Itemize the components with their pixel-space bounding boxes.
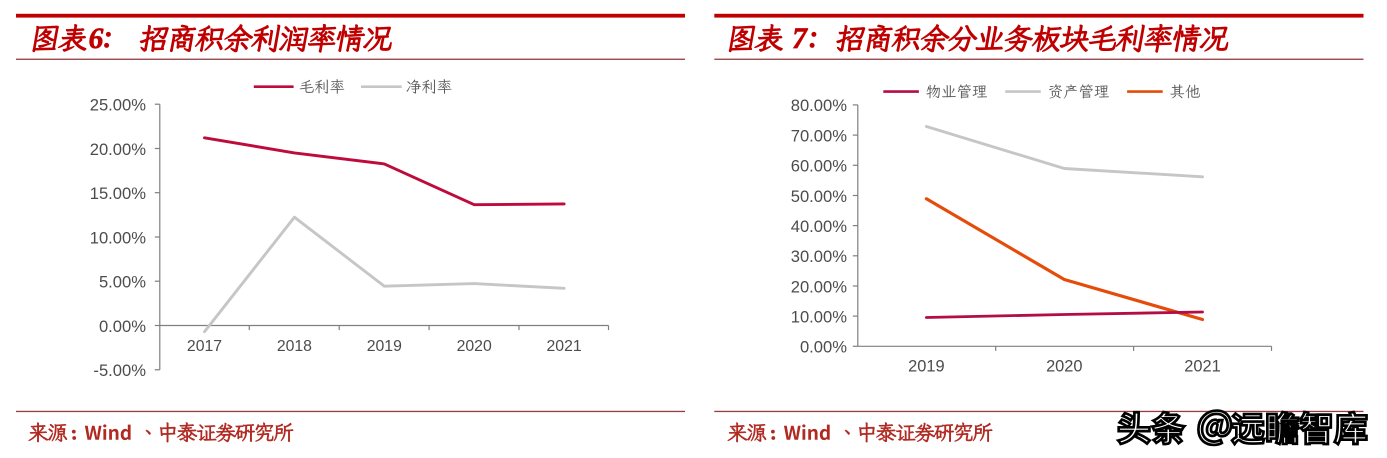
svg-text:70.00%: 70.00% bbox=[791, 126, 848, 145]
svg-text:2020: 2020 bbox=[457, 338, 492, 355]
svg-text:40.00%: 40.00% bbox=[791, 217, 848, 236]
svg-text:2019: 2019 bbox=[908, 357, 944, 375]
svg-text:2018: 2018 bbox=[277, 338, 312, 355]
svg-text:0.00%: 0.00% bbox=[800, 338, 847, 357]
svg-text:80.00%: 80.00% bbox=[791, 96, 848, 115]
svg-text:2021: 2021 bbox=[1184, 357, 1220, 375]
svg-text:15.00%: 15.00% bbox=[90, 184, 147, 203]
svg-text:2021: 2021 bbox=[547, 338, 582, 355]
svg-text:60.00%: 60.00% bbox=[791, 157, 848, 176]
svg-text:7: 7 bbox=[792, 23, 808, 55]
svg-text:20.00%: 20.00% bbox=[791, 277, 848, 296]
svg-text:50.00%: 50.00% bbox=[791, 187, 848, 206]
svg-text:2019: 2019 bbox=[367, 338, 402, 355]
svg-text:30.00%: 30.00% bbox=[791, 247, 848, 266]
svg-text:2020: 2020 bbox=[1046, 357, 1082, 375]
svg-text:2017: 2017 bbox=[187, 338, 222, 355]
svg-text:5.00%: 5.00% bbox=[99, 273, 146, 292]
svg-text:25.00%: 25.00% bbox=[90, 96, 147, 115]
svg-text:6: 6 bbox=[89, 23, 104, 55]
svg-text:10.00%: 10.00% bbox=[791, 307, 848, 326]
svg-text:20.00%: 20.00% bbox=[90, 140, 147, 159]
svg-text:-5.00%: -5.00% bbox=[93, 361, 146, 380]
svg-text:0.00%: 0.00% bbox=[99, 317, 146, 336]
svg-text:10.00%: 10.00% bbox=[90, 228, 147, 247]
